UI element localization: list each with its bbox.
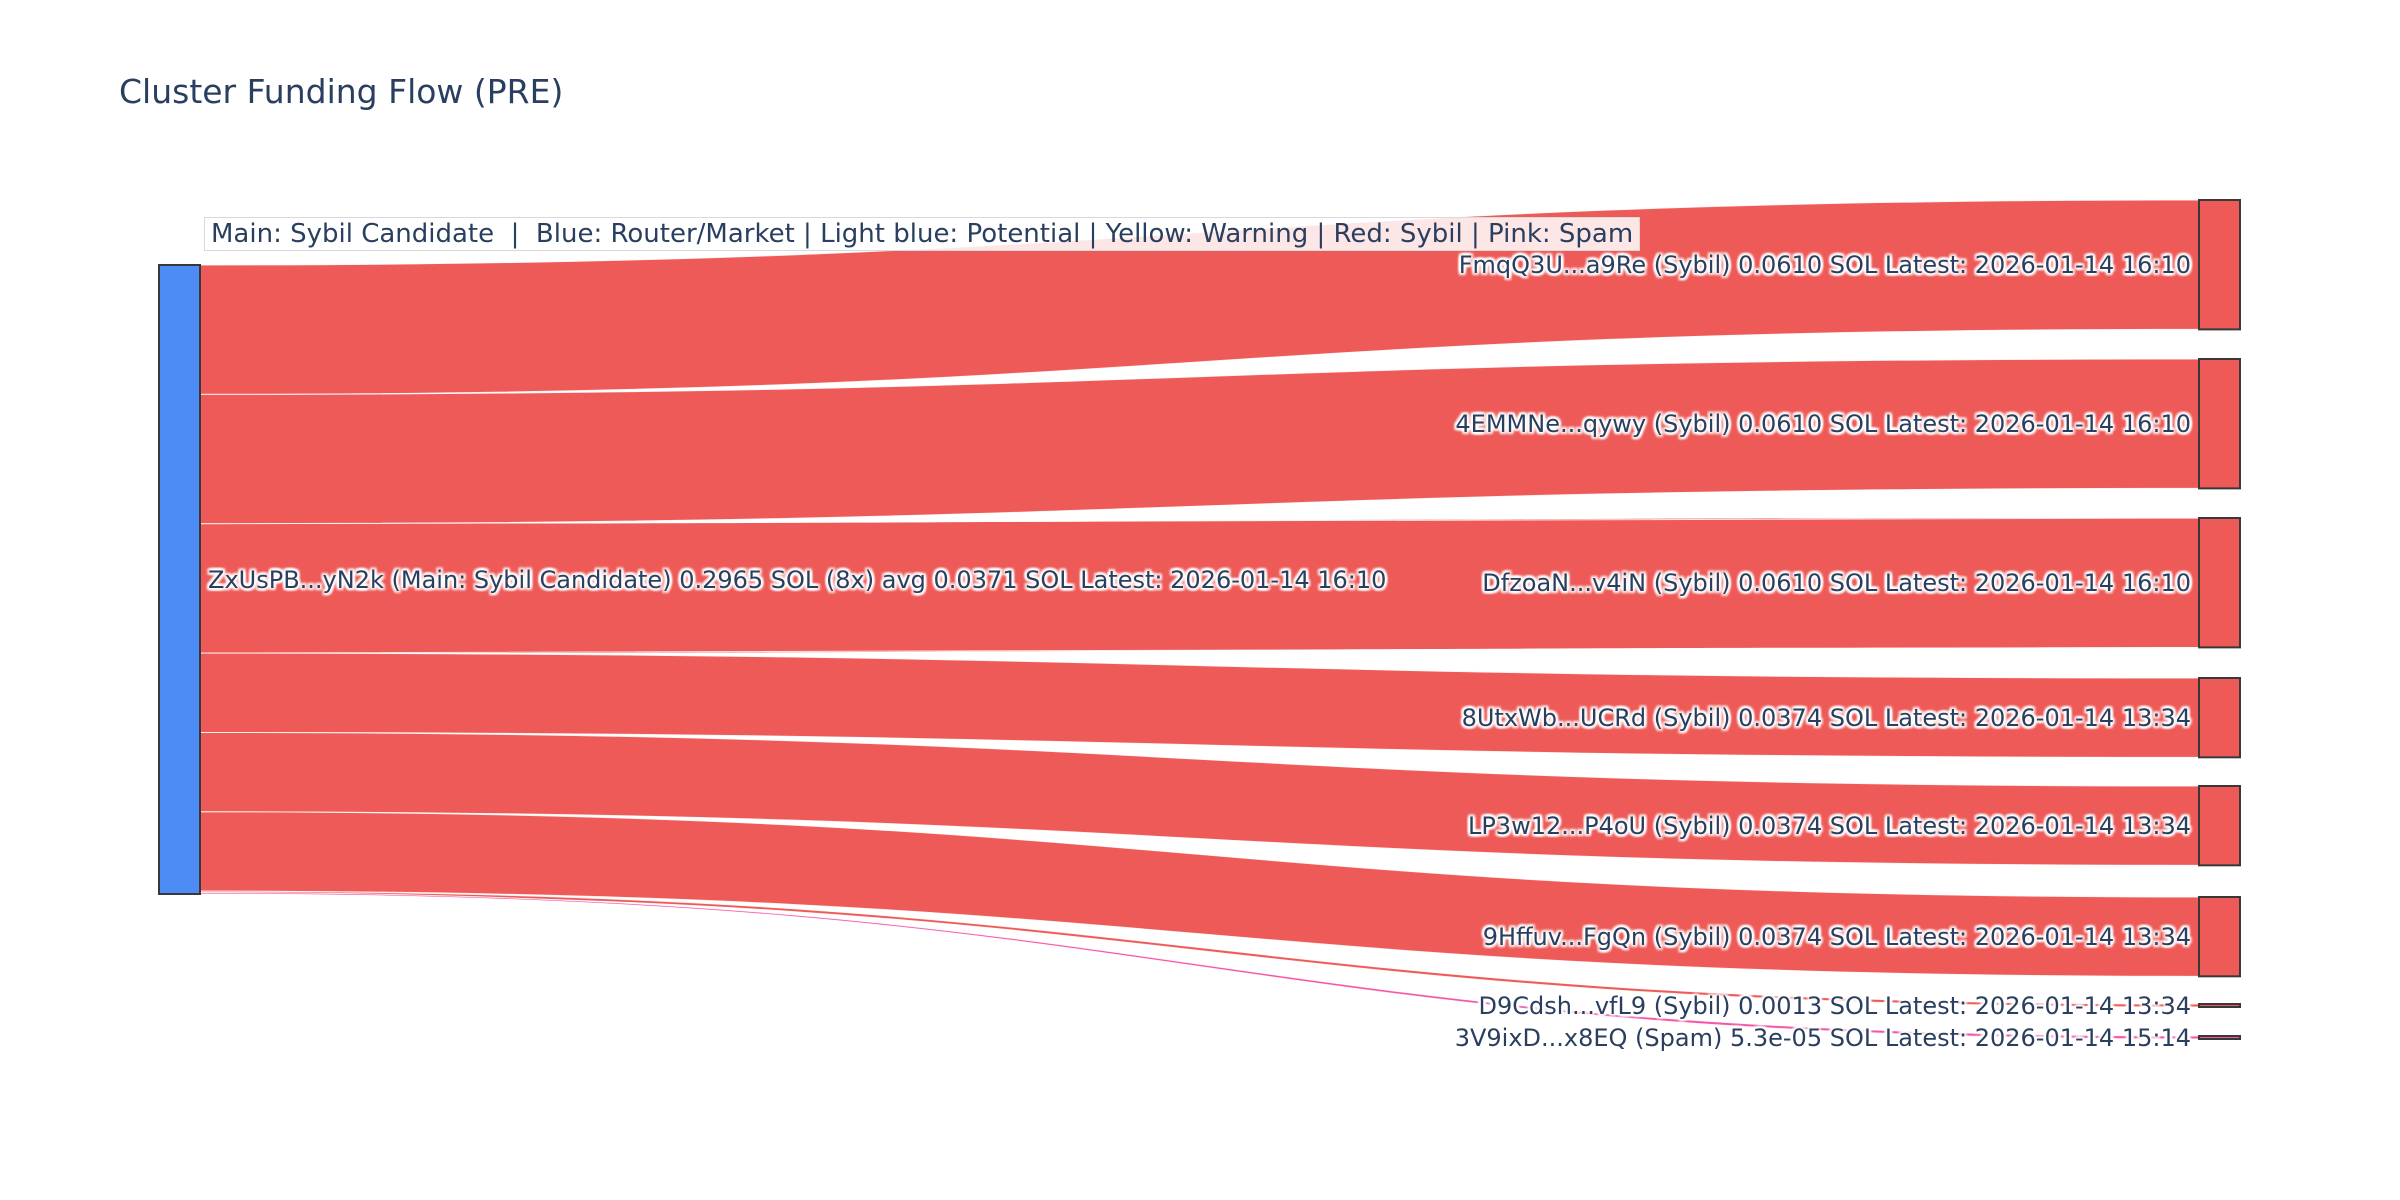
target-node-label: D9Cdsh...vfL9 (Sybil) 0.0013 SOL Latest:… [1478, 991, 2191, 1020]
sankey-node-source[interactable] [158, 264, 201, 895]
source-node-label: ZxUsPB...yN2k (Main: Sybil Candidate) 0.… [208, 565, 1387, 594]
sankey-node-target[interactable] [2198, 1003, 2241, 1008]
sankey-node-target[interactable] [2198, 896, 2241, 978]
target-node-label: 8UtxWb...UCRd (Sybil) 0.0374 SOL Latest:… [1461, 703, 2191, 732]
target-node-label: 3V9ixD...x8EQ (Spam) 5.3e-05 SOL Latest:… [1454, 1023, 2191, 1052]
legend-note: Main: Sybil Candidate | Blue: Router/Mar… [204, 217, 1641, 251]
target-node-label: DfzoaN...v4iN (Sybil) 0.0610 SOL Latest:… [1482, 568, 2191, 597]
sankey-node-target[interactable] [2198, 358, 2241, 490]
sankey-node-target[interactable] [2198, 677, 2241, 759]
sankey-node-target[interactable] [2198, 517, 2241, 649]
target-node-label: LP3w12...P4oU (Sybil) 0.0374 SOL Latest:… [1467, 811, 2191, 840]
sankey-node-target[interactable] [2198, 1035, 2241, 1040]
sankey-node-target[interactable] [2198, 199, 2241, 331]
target-node-label: 4EMMNe...qywy (Sybil) 0.0610 SOL Latest:… [1455, 409, 2191, 438]
target-node-label: FmqQ3U...a9Re (Sybil) 0.0610 SOL Latest:… [1458, 250, 2191, 279]
target-node-label: 9Hffuv...FgQn (Sybil) 0.0374 SOL Latest:… [1482, 922, 2191, 951]
sankey-node-target[interactable] [2198, 785, 2241, 867]
page-title: Cluster Funding Flow (PRE) [119, 72, 564, 111]
